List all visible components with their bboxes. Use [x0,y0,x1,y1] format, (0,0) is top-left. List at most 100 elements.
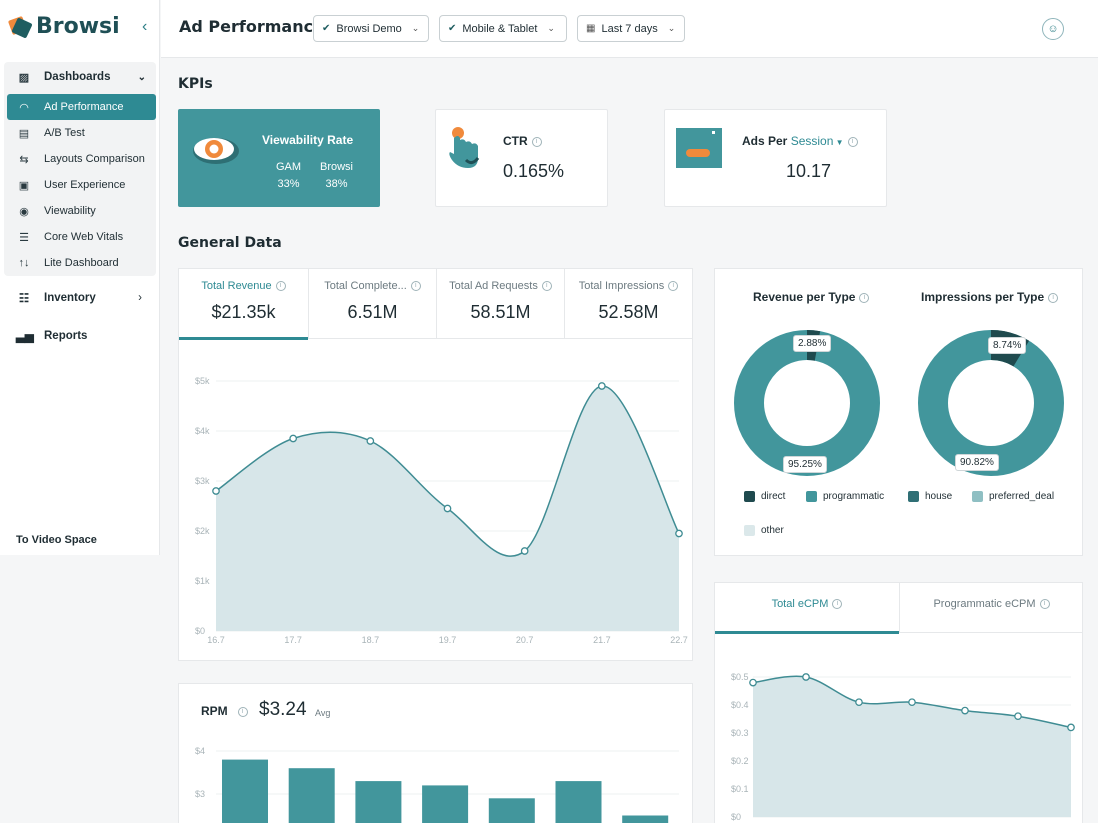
ads-per-value: 10.17 [786,161,832,181]
impressions-big-pct: 90.82% [955,454,999,471]
rpm-value: $3.24 [259,699,307,720]
tab-total-complete[interactable]: Total Complete... i 6.51M [308,269,436,339]
dashboards-label: Dashboards [44,71,111,83]
dashboards-toggle[interactable]: ▨ Dashboards ⌄ [4,64,156,90]
chevron-down-icon: ⌄ [137,71,146,83]
series-line [215,385,680,557]
y-tick-label: $0.4 [731,700,749,710]
info-icon[interactable]: i [410,281,421,292]
sidebar-item-ad-performance[interactable]: ◠ Ad Performance [7,94,156,120]
info-icon[interactable]: i [531,136,542,147]
chevron-right-icon: › [138,292,142,304]
info-icon[interactable]: i [1048,292,1059,303]
chevron-left-icon[interactable]: ‹ [142,18,148,35]
dashboard-icon: ▨ [18,71,30,84]
sidebar-item-viewability[interactable]: ◉ Viewability [4,198,156,224]
y-tick-label: $3 [195,789,205,799]
compare-icon: ⇆ [19,153,29,166]
bar [488,798,535,823]
legend-house[interactable]: house [908,491,952,502]
sidebar-item-ab-test[interactable]: ▤ A/B Test [4,120,156,146]
tab-programmatic-ecpm[interactable]: Programmatic eCPM i [899,583,1083,633]
info-icon[interactable]: i [1039,599,1050,610]
data-point [1067,723,1075,732]
info-icon[interactable]: i [541,281,552,292]
sidebar-item-label: Layouts Comparison [44,153,145,165]
x-tick-label: 16.7 [207,635,225,645]
date-range-filter[interactable]: ▦ Last 7 days ⌄ [577,15,685,42]
sidebar-item-core-web-vitals[interactable]: ☰ Core Web Vitals [4,224,156,250]
to-video-space-link[interactable]: To Video Space [16,534,97,546]
y-tick-label: $0.3 [731,728,749,738]
info-icon[interactable]: i [668,281,679,292]
sidebar-item-lite-dashboard[interactable]: ↑↓ Lite Dashboard [4,250,156,276]
viewability-title: Viewability Rate [262,133,354,147]
dashboards-group: ▨ Dashboards ⌄ ◠ Ad Performance ▤ A/B Te… [4,62,156,276]
gam-value: 33% [277,178,300,190]
page-title: Ad Performance [179,17,324,36]
viewability-kpi-card: Viewability Rate GAM 33% Browsi 38% [178,109,380,207]
browsi-label: Browsi [320,161,354,173]
info-icon[interactable]: i [832,599,843,610]
sidebar-item-label: A/B Test [44,127,85,139]
programmatic-slice [734,330,880,476]
tab-label: Total Complete... i [309,280,436,292]
data-point [675,529,683,538]
tab-total-ad-requests[interactable]: Total Ad Requests i 58.51M [436,269,564,339]
sidebar: Browsi ‹ ▨ Dashboards ⌄ ◠ Ad Performance… [0,0,160,555]
y-tick-label: $4 [195,746,205,756]
server-icon: ☰ [19,231,29,244]
data-point [366,437,375,445]
sidebar-item-reports[interactable]: ▃▅ Reports [4,323,156,349]
tab-value: 6.51M [347,302,398,322]
y-tick-label: $1k [195,576,210,586]
revenue-big-pct: 95.25% [783,456,827,473]
x-tick-label: 20.7 [516,635,534,645]
legend-other[interactable]: other [744,525,784,536]
bar [555,781,602,823]
legend-programmatic[interactable]: programmatic [806,491,884,502]
sidebar-item-label: Ad Performance [44,101,124,113]
filter-label: Mobile & Tablet [462,22,538,35]
data-point [749,678,757,687]
ctr-kpi-card: CTR i 0.165% [435,109,608,207]
sidebar-item-inventory[interactable]: ☷ Inventory › [4,285,156,311]
revenue-small-pct: 2.88% [793,335,832,352]
hand-pointer-icon [449,127,480,168]
eye-icon: ◉ [19,205,29,218]
site-filter[interactable]: ✔ Browsi Demo ⌄ [313,15,429,42]
ecpm-tabs: Total eCPM i Programmatic eCPM i [715,583,1083,634]
data-point [1014,712,1022,721]
sidebar-item-user-experience[interactable]: ▣ User Experience [4,172,156,198]
user-avatar-icon[interactable]: ☺ [1042,18,1064,40]
legend-preferred-deal[interactable]: preferred_deal [972,491,1054,502]
device-filter[interactable]: ✔ Mobile & Tablet ⌄ [439,15,567,42]
tab-total-impressions[interactable]: Total Impressions i 52.58M [564,269,692,339]
metric-tabs: Total Revenue i $21.35k Total Complete...… [179,269,692,340]
info-icon[interactable]: i [847,136,858,147]
revenue-per-type-title: Revenue per Type i [753,290,870,304]
info-icon[interactable]: i [237,706,248,717]
filter-label: Last 7 days [601,22,658,35]
ad-screen-icon [676,128,722,168]
area-fill [216,385,679,631]
revenue-area-chart: $0 $1k $2k $3k $4k $5k 16.7 17.7 18.7 19.7 20.7 21.… [195,376,688,645]
y-tick-label: $2k [195,526,210,536]
tab-total-revenue[interactable]: Total Revenue i $21.35k [179,269,308,340]
tab-total-ecpm[interactable]: Total eCPM i [715,583,899,634]
browsi-logo[interactable]: Browsi [7,14,120,39]
logo-mark-icon [7,15,33,39]
bar-chart-icon: ▃▅ [16,331,34,343]
ctr-value: 0.165% [503,161,565,181]
data-point [520,547,529,555]
bar [422,785,469,823]
tab-label: Total Impressions i [565,280,692,292]
revenue-card: Total Revenue i $21.35k Total Complete...… [178,268,693,661]
session-selector[interactable]: Session [790,134,834,148]
info-icon[interactable]: i [275,281,286,292]
legend-direct[interactable]: direct [744,491,785,502]
y-tick-label: $4k [195,426,210,436]
info-icon[interactable]: i [859,292,870,303]
ads-per-label: Ads Per Session ▼ i [742,134,858,148]
sidebar-item-layouts-comparison[interactable]: ⇆ Layouts Comparison [4,146,156,172]
